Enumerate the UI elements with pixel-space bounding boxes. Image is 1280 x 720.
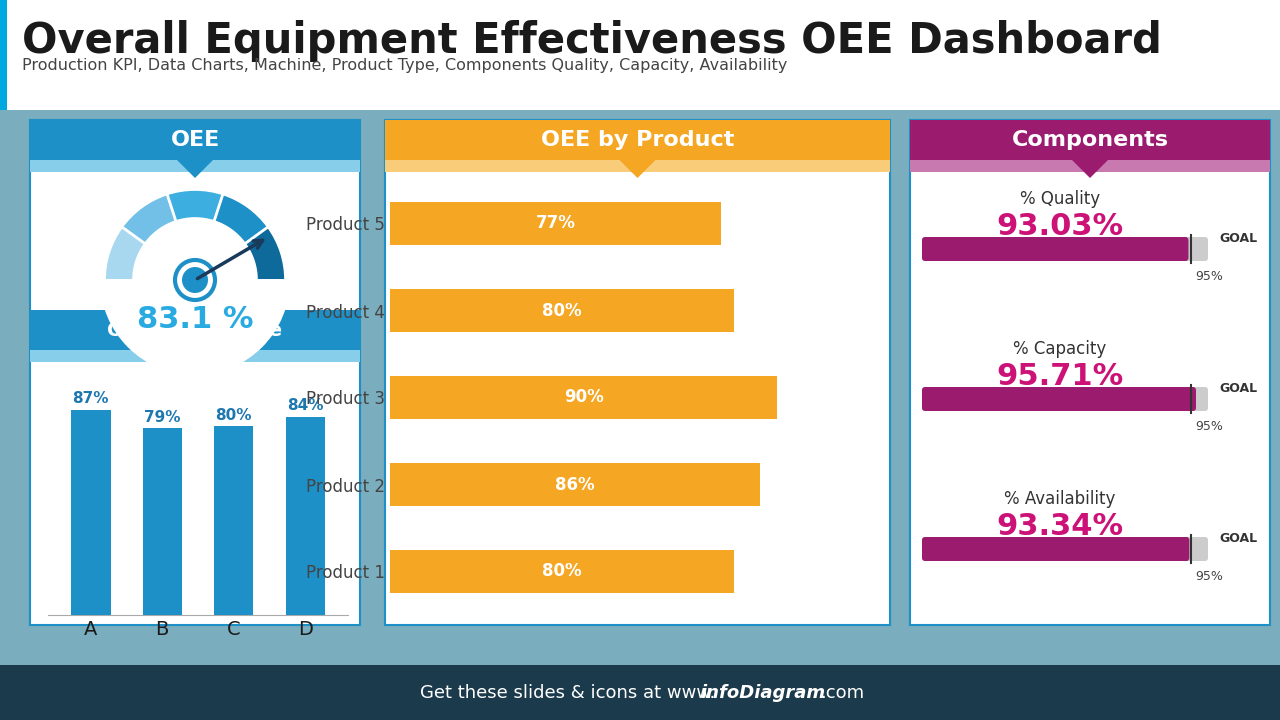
Bar (385, 160, 890, 172)
Bar (390, 202, 722, 246)
Bar (910, 120, 1270, 160)
Text: 95%: 95% (1196, 570, 1222, 583)
Text: 87%: 87% (73, 391, 109, 406)
Wedge shape (105, 227, 145, 280)
Polygon shape (177, 350, 212, 368)
FancyBboxPatch shape (922, 537, 1189, 561)
Bar (390, 463, 760, 506)
FancyBboxPatch shape (922, 237, 1208, 261)
Text: infoDiagram: infoDiagram (700, 684, 826, 702)
Polygon shape (620, 160, 655, 178)
Text: OEE by Product: OEE by Product (541, 130, 735, 150)
Text: 79%: 79% (145, 410, 180, 425)
Bar (72, 410, 110, 615)
Bar (29, 310, 360, 350)
Text: 80%: 80% (543, 562, 582, 580)
Text: GOAL: GOAL (1220, 531, 1258, 544)
Bar (285, 417, 325, 615)
Bar (385, 120, 890, 625)
Text: 95%: 95% (1196, 420, 1222, 433)
Text: Overall Equipment Effectiveness OEE Dashboard: Overall Equipment Effectiveness OEE Dash… (22, 20, 1162, 62)
Bar (214, 426, 253, 615)
Polygon shape (1073, 160, 1108, 178)
Text: 93.03%: 93.03% (996, 212, 1124, 241)
Wedge shape (168, 190, 223, 221)
Bar (0, 665, 1280, 720)
Text: OEE: OEE (170, 130, 220, 150)
Text: GOAL: GOAL (1220, 232, 1258, 245)
Text: .com: .com (820, 684, 864, 702)
Text: 84%: 84% (287, 398, 324, 413)
FancyBboxPatch shape (922, 387, 1208, 411)
Text: 86%: 86% (556, 475, 595, 493)
Wedge shape (246, 227, 285, 280)
Text: 93.34%: 93.34% (996, 512, 1124, 541)
Text: 95%: 95% (1196, 270, 1222, 283)
Polygon shape (177, 160, 212, 178)
Wedge shape (122, 194, 175, 243)
Bar (910, 160, 1270, 172)
Text: OEE by Machine: OEE by Machine (108, 320, 283, 340)
Text: 95.71%: 95.71% (996, 362, 1124, 391)
Text: % Quality: % Quality (1020, 190, 1100, 208)
Bar (0, 0, 1280, 110)
Wedge shape (100, 280, 291, 375)
Bar (29, 120, 360, 160)
FancyBboxPatch shape (922, 237, 1189, 261)
Wedge shape (214, 194, 268, 243)
Bar (29, 160, 360, 172)
Bar (910, 120, 1270, 625)
Bar (142, 428, 182, 615)
Text: 90%: 90% (563, 389, 604, 407)
FancyBboxPatch shape (922, 537, 1208, 561)
Wedge shape (105, 190, 285, 280)
Text: Get these slides & icons at www.: Get these slides & icons at www. (420, 684, 716, 702)
Text: 80%: 80% (543, 302, 582, 320)
Bar (29, 120, 360, 625)
Circle shape (175, 260, 215, 300)
Text: GOAL: GOAL (1220, 382, 1258, 395)
Text: % Capacity: % Capacity (1014, 340, 1107, 358)
Bar (385, 120, 890, 160)
Text: Components: Components (1011, 130, 1169, 150)
Circle shape (182, 267, 207, 293)
Text: % Availability: % Availability (1005, 490, 1116, 508)
Text: 77%: 77% (536, 215, 576, 233)
Bar (390, 289, 735, 332)
Circle shape (133, 218, 257, 342)
Bar (29, 350, 360, 362)
Bar (0, 0, 6, 110)
Bar (390, 550, 735, 593)
Text: Production KPI, Data Charts, Machine, Product Type, Components Quality, Capacity: Production KPI, Data Charts, Machine, Pr… (22, 58, 787, 73)
FancyBboxPatch shape (922, 387, 1196, 411)
Text: 83.1 %: 83.1 % (137, 305, 253, 335)
Bar (390, 376, 777, 419)
Text: 80%: 80% (215, 408, 252, 423)
